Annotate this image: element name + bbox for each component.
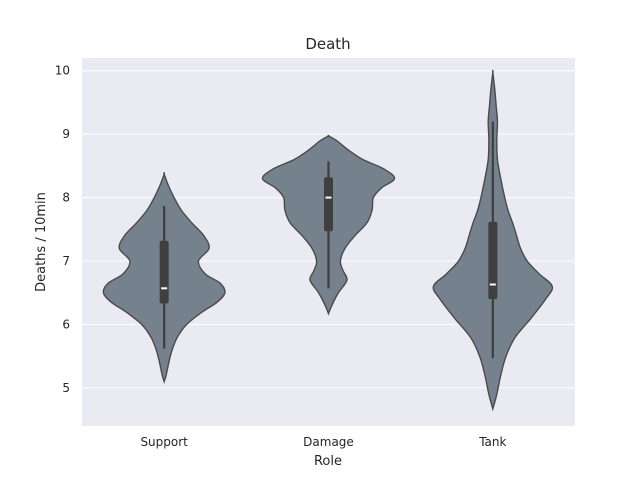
y-tick-label: 8 <box>62 191 70 205</box>
y-tick-label: 9 <box>62 127 70 141</box>
x-tick-label: Damage <box>303 435 354 449</box>
y-axis-label: Deaths / 10min <box>34 192 49 292</box>
y-tick-label: 6 <box>62 317 70 331</box>
x-tick-labels: Support Damage Tank <box>140 435 506 449</box>
y-tick-label: 10 <box>55 64 70 78</box>
y-tick-label: 7 <box>62 254 70 268</box>
x-tick-label: Support <box>140 435 188 449</box>
iqr-box <box>159 240 169 304</box>
x-axis-label: Role <box>314 454 342 469</box>
iqr-box <box>324 177 333 232</box>
violins <box>102 69 554 412</box>
x-tick-label: Tank <box>478 435 506 449</box>
iqr-box <box>488 221 498 300</box>
y-tick-labels: 5 6 7 8 9 10 <box>55 64 70 395</box>
y-tick-label: 5 <box>62 381 70 395</box>
chart-title: Death <box>305 35 350 53</box>
